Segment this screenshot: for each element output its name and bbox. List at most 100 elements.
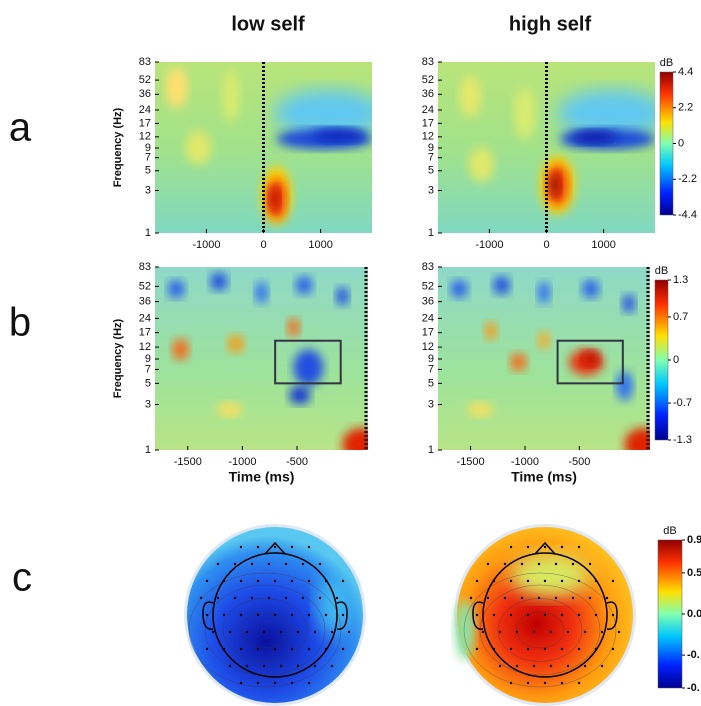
x-tick-label: -1500 bbox=[457, 456, 485, 468]
roi-box bbox=[274, 339, 342, 385]
colorbar-tick-label: -2.2 bbox=[678, 173, 697, 185]
y-tick-label: 52 bbox=[422, 74, 434, 86]
electrode bbox=[307, 647, 311, 651]
y-tick-label: 17 bbox=[422, 327, 434, 339]
electrode bbox=[262, 630, 266, 634]
colorbar-tick-label: -4.4 bbox=[678, 209, 697, 221]
x-tick-label: -1000 bbox=[192, 239, 220, 251]
heat-blob bbox=[557, 89, 655, 138]
electrode bbox=[307, 681, 311, 685]
electrode bbox=[577, 613, 581, 617]
electrode bbox=[503, 596, 507, 600]
electrode bbox=[239, 613, 243, 617]
y-tick-label: 5 bbox=[428, 377, 434, 389]
electrode bbox=[233, 596, 237, 600]
electrode bbox=[543, 647, 547, 651]
electrode bbox=[492, 647, 496, 651]
electrode bbox=[475, 647, 479, 651]
electrode bbox=[256, 681, 260, 685]
electrode bbox=[290, 579, 294, 583]
colorbar-label: dB bbox=[655, 265, 668, 277]
heat-blob bbox=[582, 279, 600, 299]
contour bbox=[479, 584, 601, 676]
y-tick-label: 17 bbox=[139, 327, 151, 339]
electrode bbox=[335, 596, 339, 600]
x-axis-label: Time (ms) bbox=[511, 469, 577, 485]
electrode bbox=[318, 562, 322, 566]
electrode bbox=[222, 647, 226, 651]
electrode bbox=[284, 596, 288, 600]
y-axis-label: Frequency (Hz) bbox=[112, 318, 124, 398]
electrode bbox=[617, 630, 621, 634]
electrode bbox=[239, 647, 243, 651]
electrode bbox=[577, 647, 581, 651]
electrode bbox=[560, 681, 564, 685]
contour bbox=[515, 611, 565, 649]
electrode bbox=[205, 579, 209, 583]
heat-blob bbox=[484, 321, 498, 341]
heat-blob bbox=[493, 276, 511, 295]
electrode bbox=[577, 545, 581, 549]
electrode bbox=[347, 630, 351, 634]
electrode bbox=[228, 664, 232, 668]
electrode bbox=[307, 613, 311, 617]
electrode bbox=[279, 664, 283, 668]
electrode bbox=[475, 613, 479, 617]
electrode bbox=[560, 613, 564, 617]
electrode bbox=[486, 562, 490, 566]
colorbar-tick-label: 4.4 bbox=[678, 66, 693, 78]
electrode bbox=[526, 545, 530, 549]
electrode bbox=[239, 579, 243, 583]
colorbar-tick-label: 0.5 bbox=[687, 567, 701, 579]
y-tick-label: 52 bbox=[139, 74, 151, 86]
contour bbox=[204, 584, 326, 676]
electrode bbox=[267, 562, 271, 566]
electrode bbox=[611, 613, 615, 617]
electrode bbox=[526, 647, 530, 651]
heat-blob bbox=[227, 334, 245, 354]
electrode bbox=[543, 545, 547, 549]
colorbar-tick-label: -1.3 bbox=[673, 434, 692, 446]
heatmap bbox=[155, 267, 368, 450]
colorbar-label: dB bbox=[663, 525, 676, 537]
y-tick-label: 3 bbox=[428, 184, 434, 196]
electrode bbox=[216, 596, 220, 600]
electrode bbox=[588, 562, 592, 566]
heat-blob bbox=[216, 402, 243, 418]
electrode bbox=[290, 681, 294, 685]
y-tick-label: 1 bbox=[428, 227, 434, 239]
y-tick-label: 5 bbox=[428, 165, 434, 177]
y-tick-label: 7 bbox=[428, 363, 434, 375]
heat-blob bbox=[336, 287, 349, 306]
y-tick-label: 9 bbox=[428, 142, 434, 154]
y-tick-label: 7 bbox=[145, 152, 151, 164]
electrode bbox=[594, 647, 598, 651]
electrode bbox=[566, 630, 570, 634]
electrode bbox=[492, 579, 496, 583]
electrode bbox=[549, 630, 553, 634]
y-tick-label: 1 bbox=[145, 227, 151, 239]
heat-blob bbox=[185, 130, 212, 165]
electrode bbox=[526, 579, 530, 583]
heat-blob bbox=[622, 294, 636, 313]
row-label: a bbox=[9, 106, 32, 150]
contour bbox=[463, 572, 617, 688]
y-tick-label: 36 bbox=[422, 88, 434, 100]
electrode bbox=[301, 562, 305, 566]
heat-blob bbox=[293, 349, 324, 386]
y-tick-label: 36 bbox=[422, 295, 434, 307]
ear bbox=[336, 601, 348, 630]
heat-blob bbox=[450, 279, 468, 299]
electrode bbox=[498, 664, 502, 668]
y-tick-label: 5 bbox=[145, 165, 151, 177]
heat-blob bbox=[549, 173, 561, 198]
electrode bbox=[515, 664, 519, 668]
x-tick-label: 0 bbox=[260, 239, 266, 251]
electrode bbox=[296, 664, 300, 668]
contour bbox=[240, 611, 290, 649]
x-tick-label: 1000 bbox=[308, 239, 332, 251]
colorbar-tick-label: 1.3 bbox=[673, 274, 688, 286]
heat-blob bbox=[467, 402, 494, 418]
heat-blob bbox=[167, 279, 185, 299]
y-tick-label: 1 bbox=[428, 444, 434, 456]
